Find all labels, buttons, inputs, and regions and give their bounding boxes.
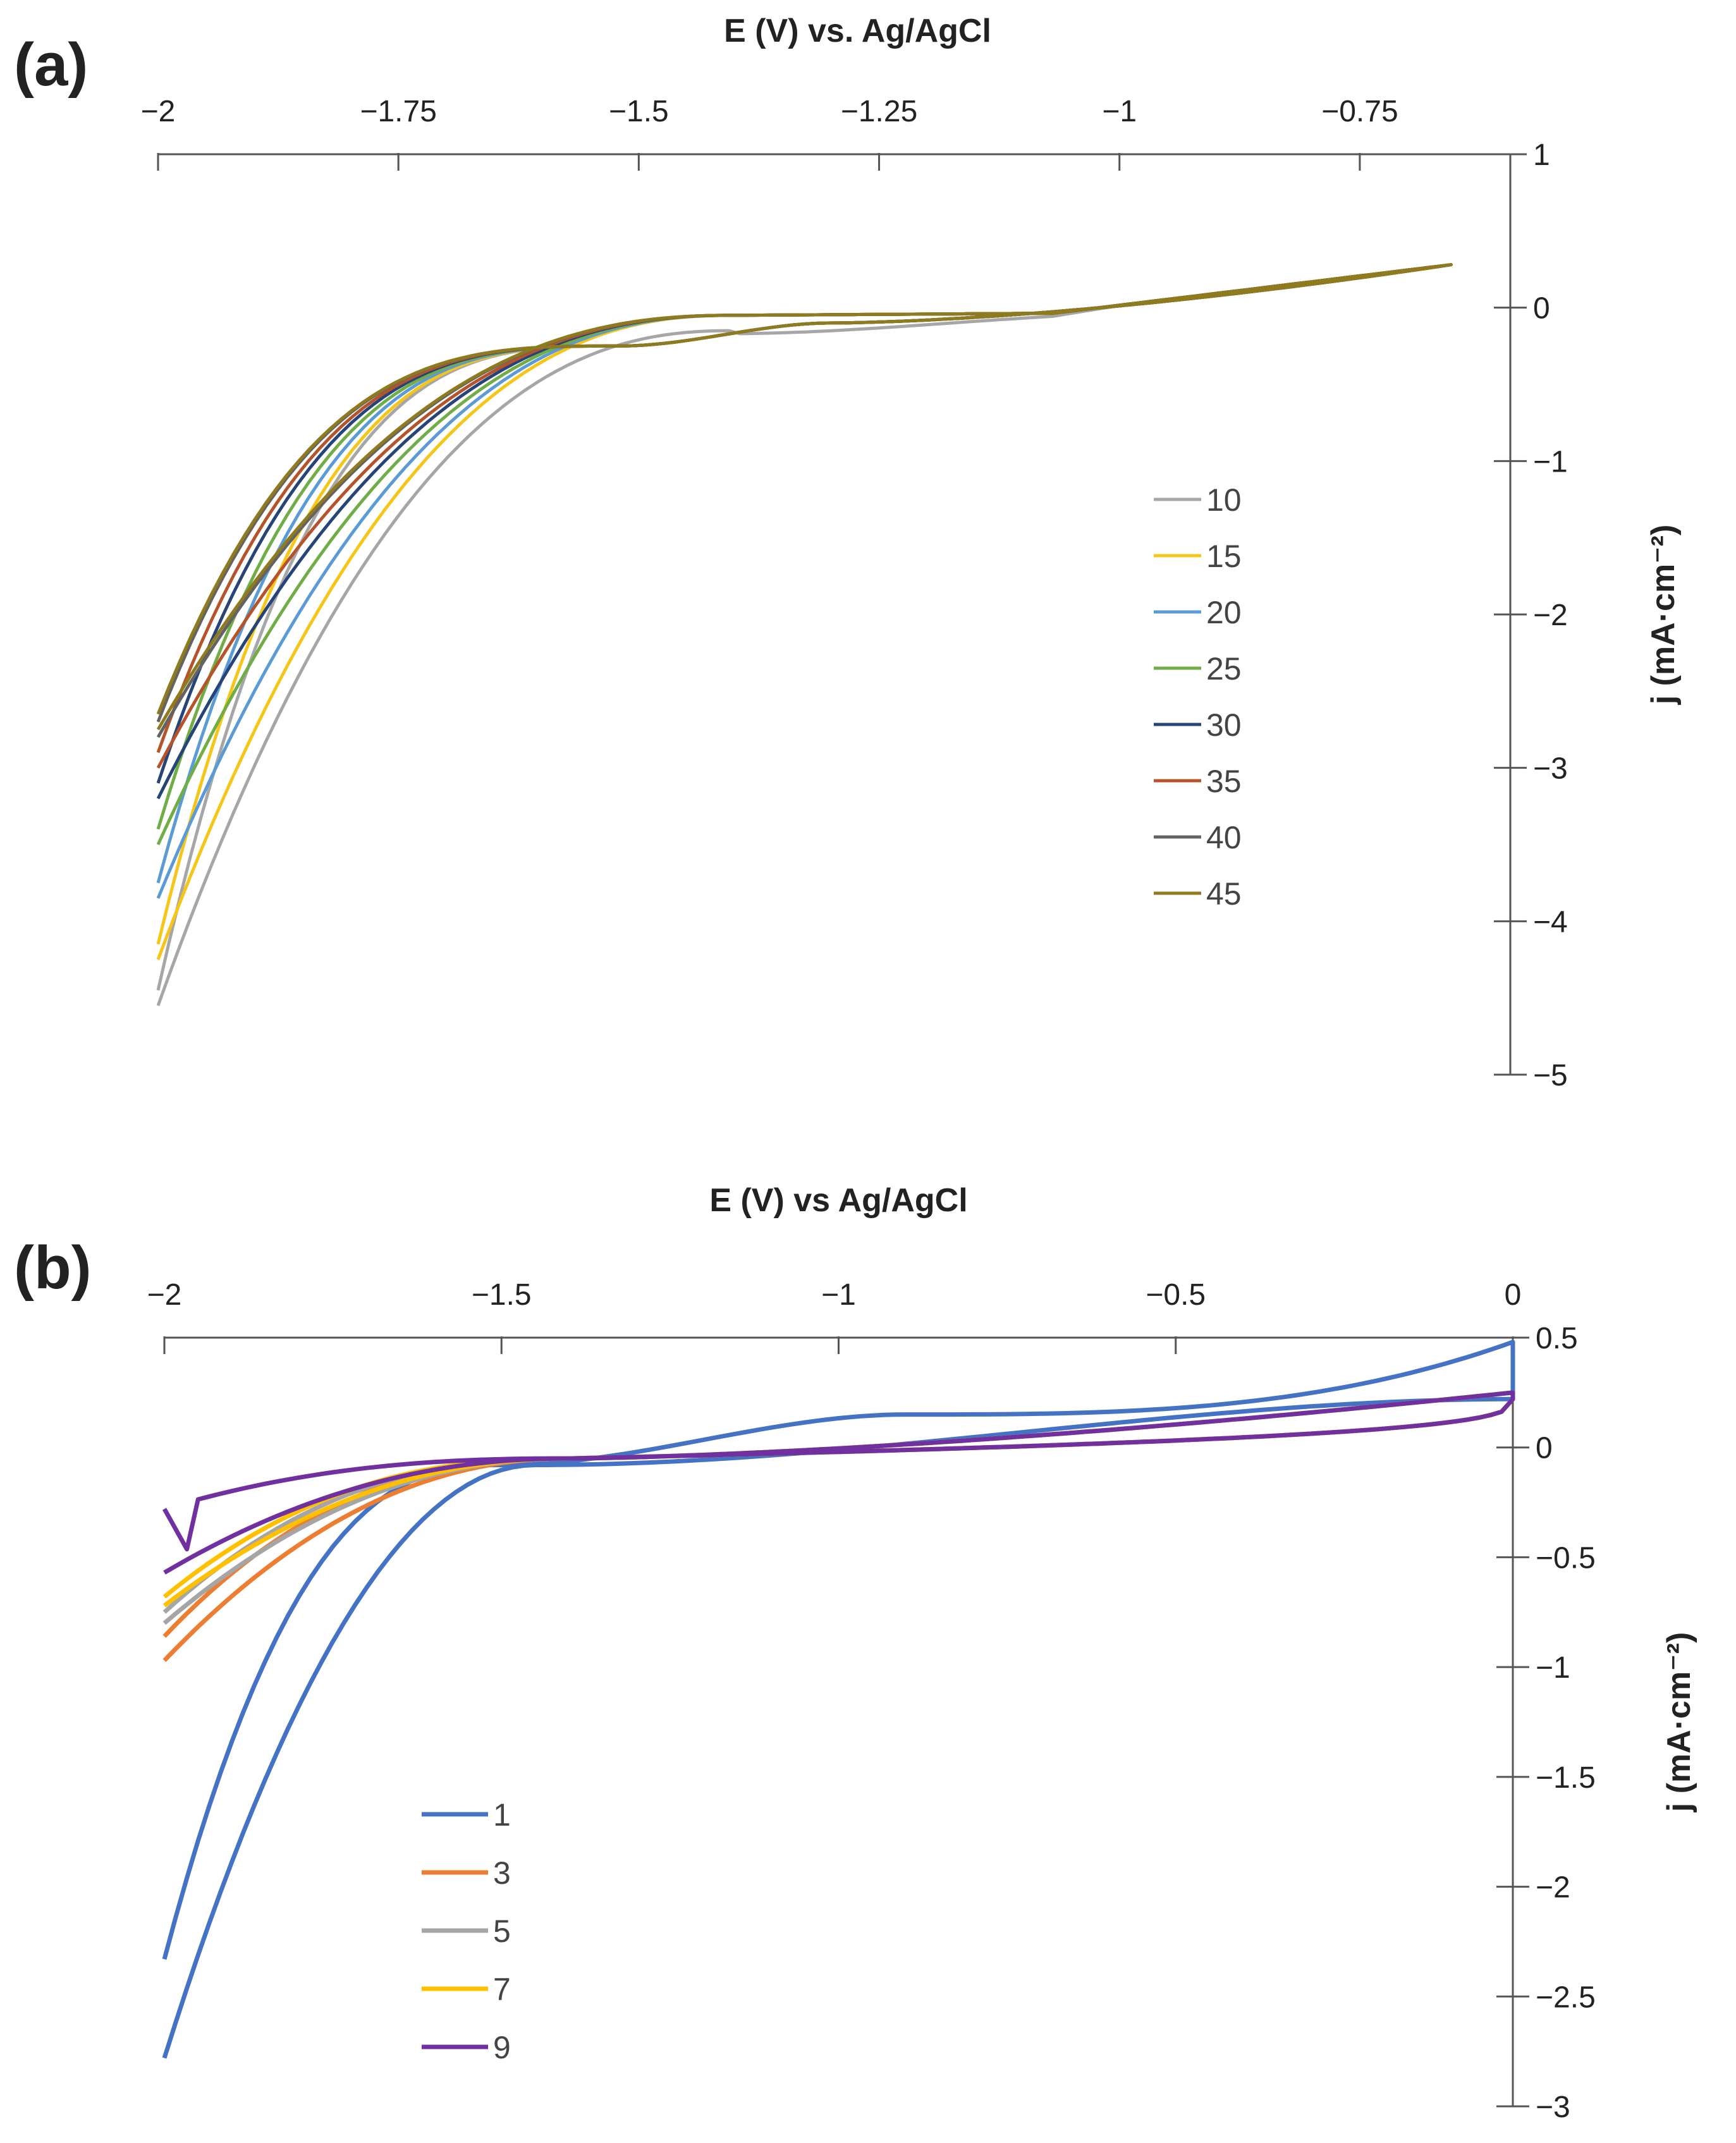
x-tick-label: −2	[147, 1278, 182, 1312]
y-tick-label: −3	[1533, 752, 1568, 786]
legend-label-10: 10	[1206, 482, 1242, 518]
legend-label-30: 30	[1206, 707, 1242, 743]
y-tick-label: 0	[1533, 292, 1550, 326]
x-tick-label: −1.75	[360, 95, 436, 128]
legend-label-20: 20	[1206, 595, 1242, 630]
legend-label-1: 1	[493, 1797, 511, 1833]
legend-label-40: 40	[1206, 820, 1242, 855]
series-line-35	[156, 263, 1453, 769]
series-line-15	[156, 263, 1453, 960]
x-tick-label: −0.5	[1146, 1278, 1206, 1312]
y-tick-label: −1	[1536, 1651, 1570, 1685]
panel-a-chart: (a) E (V) vs. Ag/AgCl −2 −1.75 −1.5 −1.25 −1 −0…	[14, 13, 1682, 1092]
x-tick-label: −1.5	[609, 95, 669, 128]
x-tick-label: −1	[1102, 95, 1137, 128]
legend-label-5: 5	[493, 1914, 511, 1949]
y-tick-label: −4	[1533, 905, 1568, 939]
y-axis-title: j (mA·cm⁻²)	[1661, 1632, 1697, 1813]
panel-b-chart: (b) E (V) vs Ag/AgCl −2 −1.5 −1 −0.5 0 0.5 0 −0.5…	[14, 1182, 1697, 2124]
y-tick-label: −2	[1536, 1871, 1570, 1905]
legend-label-25: 25	[1206, 651, 1242, 687]
y-axis-title: j (mA·cm⁻²)	[1645, 525, 1682, 705]
x-tick-label: −0.75	[1321, 95, 1398, 128]
x-tick-label: −1.25	[841, 95, 917, 128]
x-axis-title: E (V) vs. Ag/AgCl	[724, 13, 991, 49]
series-line-40	[156, 263, 1453, 738]
y-tick-label: −2	[1533, 599, 1568, 632]
panel-label: (a)	[14, 31, 88, 99]
y-tick-label: −0.5	[1536, 1541, 1596, 1575]
legend-label-3: 3	[493, 1855, 511, 1891]
legend-label-9: 9	[493, 2030, 511, 2065]
series-line-45	[156, 263, 1453, 731]
x-tick-label: −2	[141, 95, 176, 128]
series-line-9	[162, 1390, 1515, 1575]
x-tick-label: −1.5	[472, 1278, 532, 1312]
legend-label-15: 15	[1206, 539, 1242, 574]
panel-label: (b)	[14, 1234, 92, 1302]
series-line-10	[156, 263, 1453, 1006]
y-tick-label: −1.5	[1536, 1761, 1596, 1795]
y-tick-label: −2.5	[1536, 1981, 1596, 2014]
y-tick-label: −5	[1533, 1059, 1568, 1092]
x-tick-label: −1	[821, 1278, 856, 1312]
x-tick-label: 0	[1505, 1278, 1522, 1312]
y-tick-label: −3	[1536, 2091, 1570, 2124]
y-tick-label: 1	[1533, 138, 1550, 172]
legend-label-35: 35	[1206, 764, 1242, 799]
legend-label-45: 45	[1206, 876, 1242, 912]
x-axis-title: E (V) vs Ag/AgCl	[709, 1182, 967, 1219]
y-tick-label: −1	[1533, 445, 1568, 479]
y-tick-label: 0	[1536, 1432, 1553, 1465]
y-tick-label: 0.5	[1536, 1322, 1578, 1355]
legend-label-7: 7	[493, 1972, 511, 2007]
